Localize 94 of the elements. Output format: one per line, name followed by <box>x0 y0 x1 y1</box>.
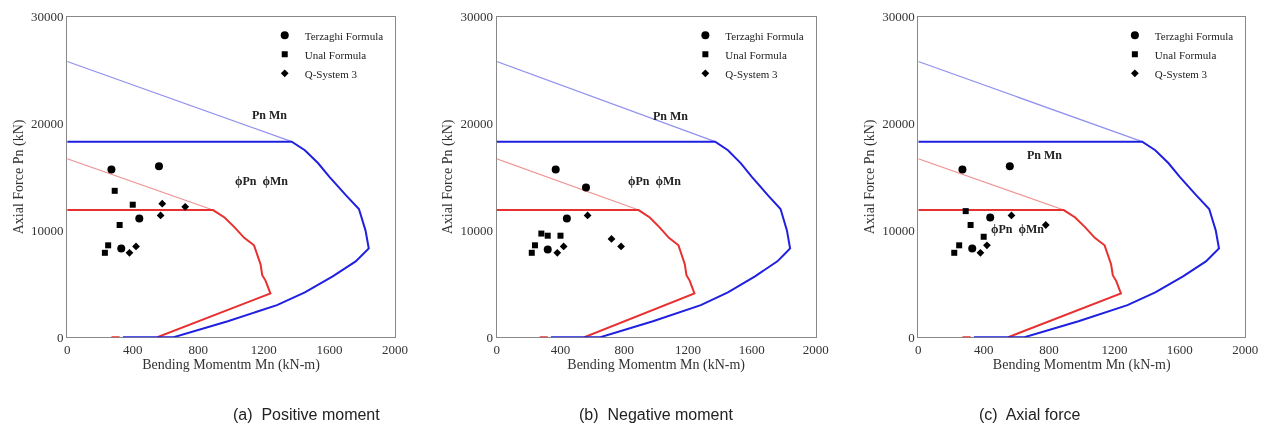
point <box>1005 162 1014 171</box>
x-tick-label: 1200 <box>675 341 702 357</box>
x-tick-label: 1600 <box>1166 341 1193 357</box>
y-tick-label: 30000 <box>31 9 64 25</box>
x-tick-label: 400 <box>973 341 994 357</box>
point <box>986 213 995 222</box>
x-axis-title: Bending Momentm Mn (kN-m) <box>992 356 1171 373</box>
y-axis-title: Axial Force Pn (kN) <box>440 119 457 235</box>
x-axis-title: Bending Momentm Mn (kN-m) <box>142 356 321 373</box>
point <box>958 165 967 174</box>
point <box>181 202 190 211</box>
text: (b) Negative moment <box>579 406 734 423</box>
point <box>543 245 552 254</box>
y-tick-label: 30000 <box>460 9 494 25</box>
y-tick-label: 10000 <box>460 222 494 238</box>
point <box>158 199 167 208</box>
x-tick-label: 800 <box>188 341 209 357</box>
line-series <box>67 140 370 338</box>
point <box>557 232 564 239</box>
point <box>101 249 108 256</box>
y-tick-label: 0 <box>908 329 915 345</box>
point <box>154 162 163 171</box>
annotation: ϕPn ϕMn <box>235 174 289 188</box>
legend-label: Q-System 3 <box>304 67 358 80</box>
point <box>129 201 136 208</box>
annotation: ϕPn ϕMn <box>991 222 1045 236</box>
point <box>983 241 991 250</box>
point <box>583 211 592 220</box>
x-tick-label: 1200 <box>1101 341 1128 357</box>
y-tick-label: 10000 <box>882 222 915 238</box>
legend-label: Terzaghi Formula <box>304 29 384 42</box>
x-tick-label: 1600 <box>316 341 343 357</box>
y-tick-label: 20000 <box>882 116 915 132</box>
point <box>562 214 571 223</box>
legend-label: Q-System 3 <box>725 67 779 80</box>
point <box>951 249 958 256</box>
point <box>1007 211 1016 220</box>
point <box>976 248 985 257</box>
point <box>117 244 126 253</box>
line-series <box>496 140 792 338</box>
y-tick-label: 0 <box>57 329 64 345</box>
x-tick-label: 2000 <box>1232 341 1259 357</box>
annotation: ϕPn ϕMn <box>628 174 682 188</box>
point <box>528 249 535 256</box>
legend-label: Terzaghi Formula <box>725 29 804 42</box>
point <box>559 242 568 251</box>
y-axis-title: Axial Force Pn (kN) <box>10 119 27 235</box>
x-tick-label: 2000 <box>381 341 408 357</box>
x-tick-label: 1200 <box>250 341 277 357</box>
y-tick-label: 10000 <box>31 222 64 238</box>
point <box>967 222 974 229</box>
point <box>132 242 140 251</box>
x-axis-title: Bending Momentm Mn (kN-m) <box>567 356 746 373</box>
legend-label: Terzaghi Formula <box>1154 29 1234 42</box>
point <box>105 242 112 249</box>
y-tick-label: 20000 <box>460 116 494 132</box>
annotation: Pn Mn <box>252 108 288 122</box>
point <box>125 248 134 257</box>
x-tick-label: 400 <box>550 341 571 357</box>
point <box>962 208 969 215</box>
y-tick-label: 0 <box>486 329 494 345</box>
line-series <box>918 140 1220 338</box>
point <box>551 165 560 174</box>
y-tick-label: 20000 <box>31 116 64 132</box>
y-axis-title: Axial Force Pn (kN) <box>861 119 878 235</box>
point <box>956 242 963 249</box>
annotation: Pn Mn <box>653 109 689 123</box>
x-tick-label: 400 <box>122 341 143 357</box>
point <box>116 222 123 229</box>
point <box>544 232 551 239</box>
legend-label: Unal Formula <box>725 48 787 61</box>
point <box>156 211 165 220</box>
legend-label: Unal Formula <box>304 48 367 61</box>
point <box>538 230 545 237</box>
point <box>582 183 590 192</box>
text: (a) Positive moment <box>233 406 381 423</box>
annotation: Pn Mn <box>1027 148 1063 162</box>
x-tick-label: 800 <box>614 341 635 357</box>
x-tick-label: 800 <box>1039 341 1059 357</box>
point <box>531 242 538 249</box>
point <box>980 233 987 240</box>
point <box>553 248 562 257</box>
legend-label: Unal Formula <box>1154 48 1217 61</box>
point <box>111 187 118 194</box>
text: (c) Axial force <box>979 406 1081 423</box>
point <box>617 242 625 251</box>
point <box>607 235 616 243</box>
x-tick-label: 2000 <box>802 341 829 357</box>
point <box>135 214 144 223</box>
x-tick-label: 1600 <box>738 341 765 357</box>
point <box>968 244 977 253</box>
point <box>107 165 116 174</box>
y-tick-label: 30000 <box>882 9 915 25</box>
legend-label: Q-System 3 <box>1154 67 1208 80</box>
